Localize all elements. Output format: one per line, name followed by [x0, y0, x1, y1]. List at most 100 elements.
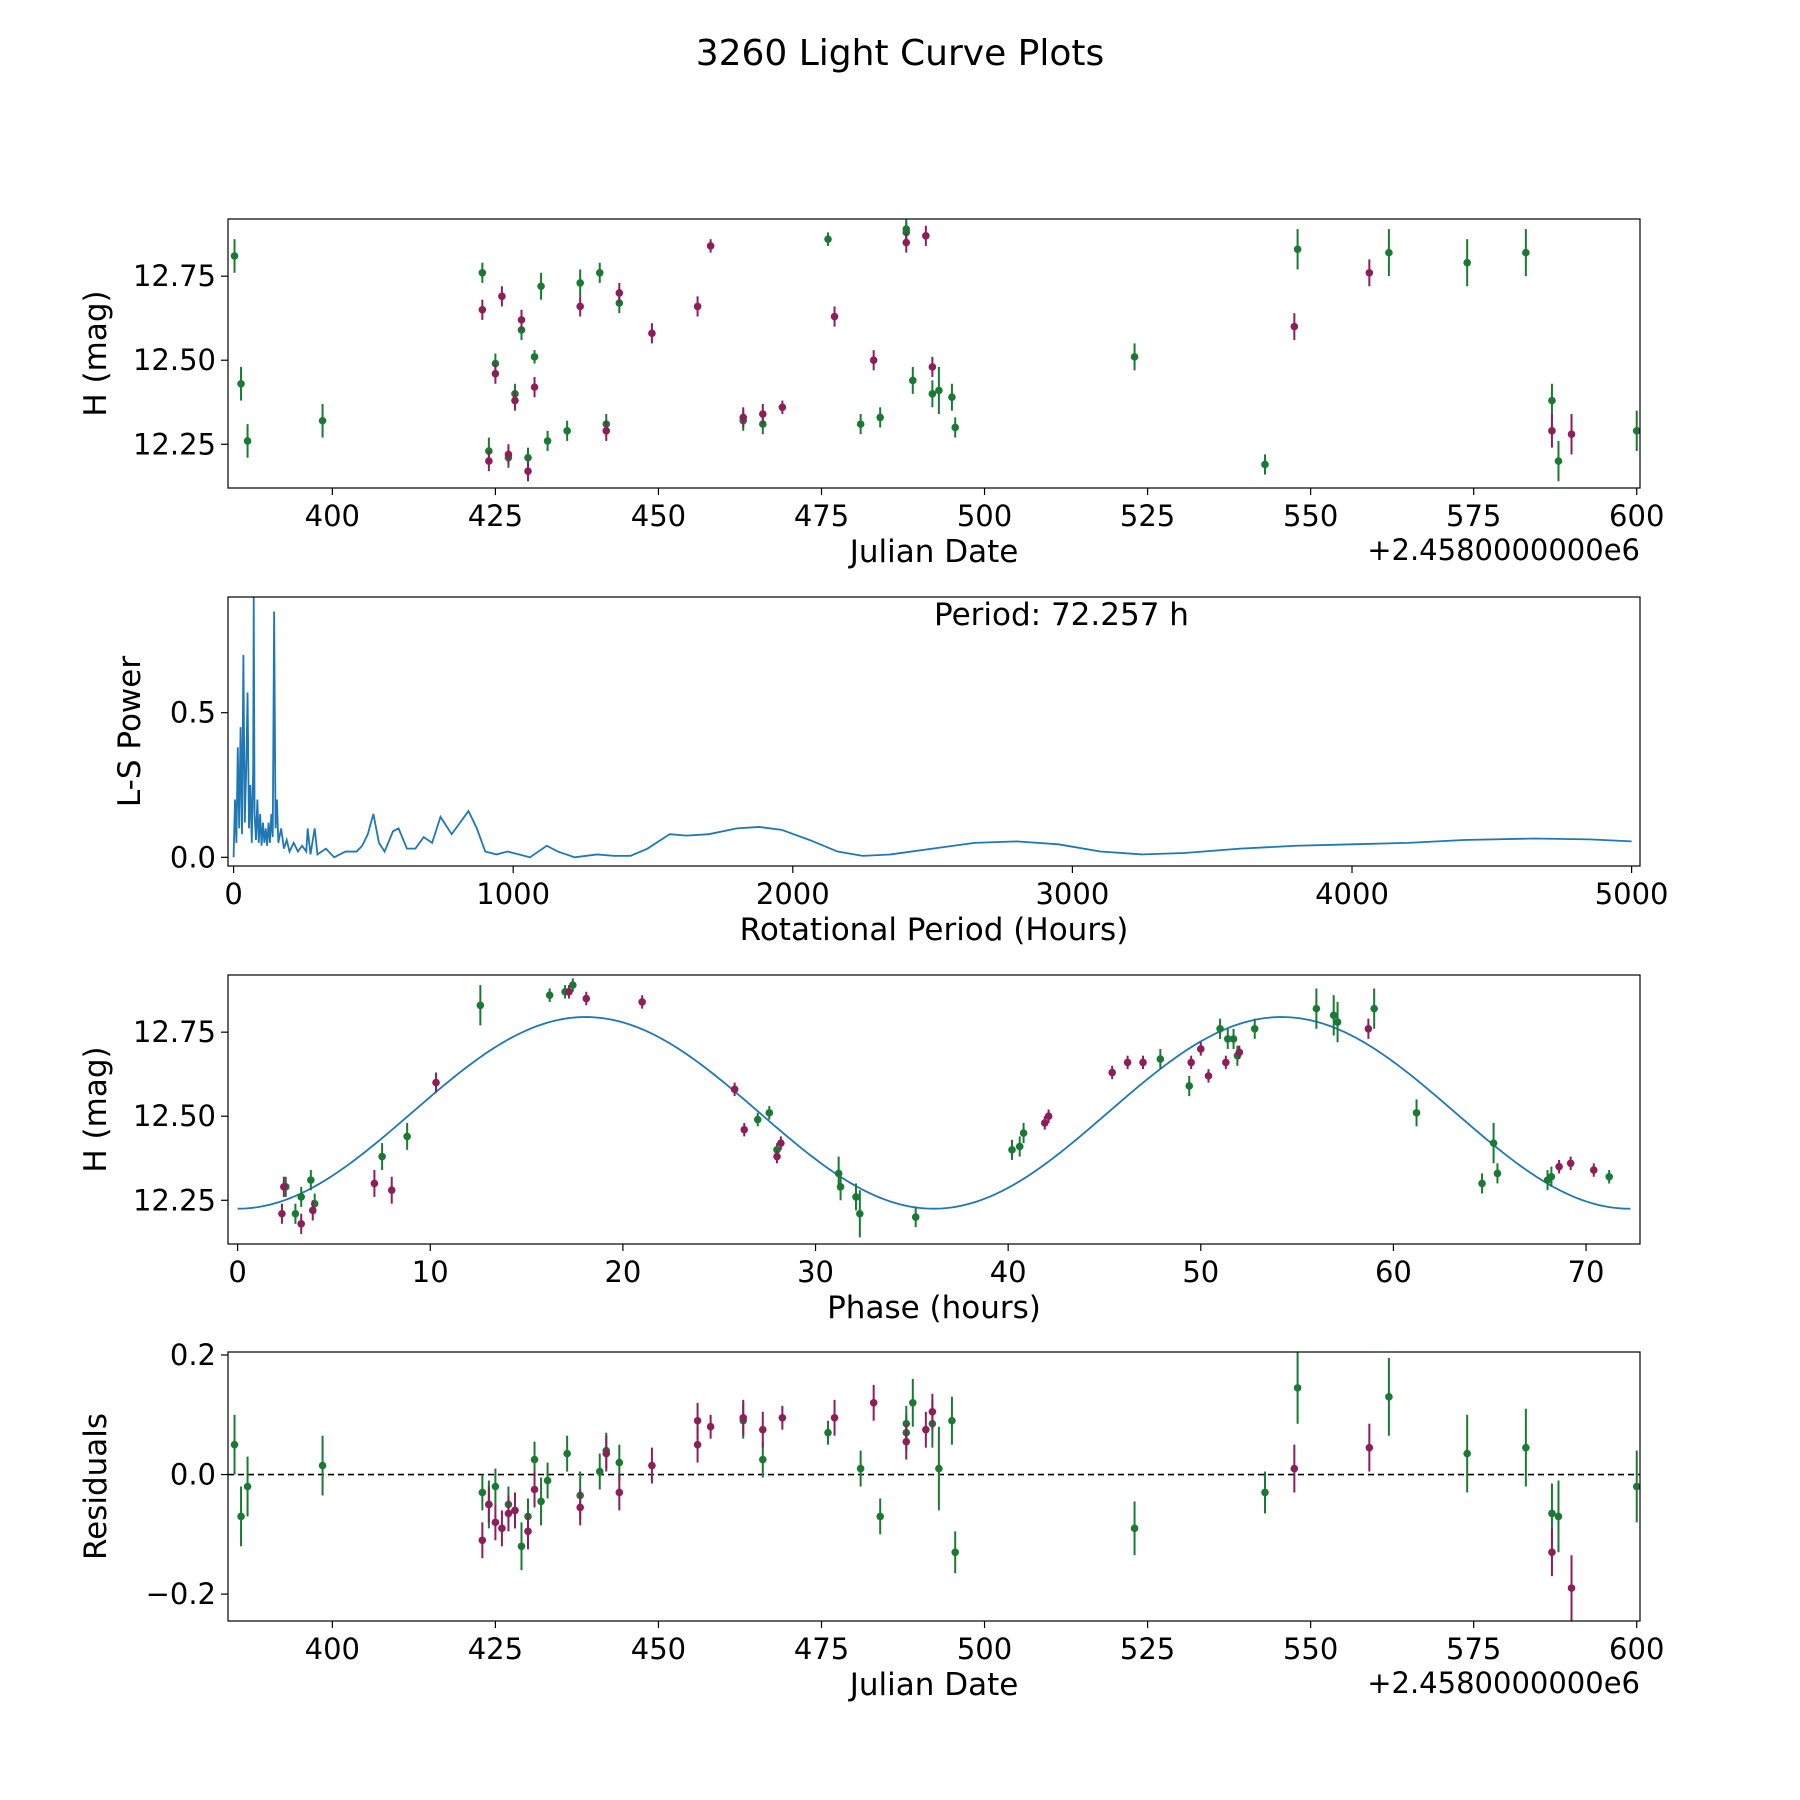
data-point-magenta: [1044, 1109, 1053, 1123]
y-tick-label: 12.25: [133, 427, 216, 461]
x-tick-label: 475: [794, 499, 849, 533]
data-point-green: [1130, 1501, 1139, 1556]
data-point-green: [1312, 988, 1321, 1029]
data-point-green: [1605, 1170, 1613, 1184]
data-point-magenta: [1365, 259, 1374, 287]
data-point-green: [1385, 1357, 1393, 1436]
data-point-green: [1412, 1099, 1421, 1127]
x-offset-label: +2.4580000000e6: [1367, 1666, 1640, 1700]
data-point-green: [1370, 988, 1378, 1029]
data-point-magenta: [869, 1384, 878, 1421]
data-point-green: [530, 350, 539, 364]
x-offset-label: +2.4580000000e6: [1367, 533, 1640, 567]
data-point-magenta: [730, 1082, 739, 1097]
data-point-magenta: [922, 1411, 930, 1448]
lightcurve-y-axis-label: H (mag): [78, 290, 114, 416]
data-point-magenta: [602, 420, 611, 441]
x-tick-label: 525: [1120, 499, 1175, 533]
panel-periodogram: 0 1000 2000 3000 4000 5000 0.0 0.5 Rotational Pe…: [112, 596, 1669, 948]
data-point-green: [1548, 383, 1556, 418]
data-point-magenta: [1589, 1163, 1598, 1177]
x-tick-label: 5000: [1595, 877, 1669, 911]
data-point-magenta: [693, 1402, 702, 1439]
x-tick-label: 400: [305, 1632, 360, 1666]
data-point-green: [909, 1378, 917, 1427]
data-point-green: [318, 1435, 327, 1496]
data-point-magenta: [511, 390, 519, 411]
data-point-green: [595, 262, 604, 283]
data-point-green: [563, 1435, 571, 1472]
data-point-magenta: [615, 1474, 624, 1511]
data-point-green: [237, 1486, 245, 1547]
data-point-green: [836, 1173, 845, 1201]
data-point-magenta: [1204, 1069, 1213, 1083]
data-point-magenta: [1566, 1156, 1575, 1171]
periodogram-axes-frame: [227, 596, 1641, 867]
x-tick-label: 4000: [1315, 877, 1389, 911]
data-point-green: [243, 1456, 252, 1517]
data-point-magenta: [778, 1405, 787, 1430]
data-point-magenta: [902, 232, 911, 253]
x-tick-label: 425: [468, 499, 523, 533]
data-point-magenta: [758, 403, 767, 425]
data-point-green: [1522, 1408, 1530, 1487]
data-point-magenta: [280, 1176, 288, 1197]
phased-axes-frame: [227, 974, 1641, 1245]
data-point-green: [1130, 343, 1139, 371]
x-tick-label: 400: [305, 499, 360, 533]
data-point-magenta: [1555, 1159, 1563, 1174]
residuals-x-axis-label: Julian Date: [848, 1667, 1019, 1703]
data-point-green: [563, 420, 571, 441]
data-point-magenta: [1139, 1055, 1147, 1070]
data-point-green: [291, 1203, 300, 1224]
data-point-green: [951, 417, 959, 438]
data-point-magenta: [1365, 1423, 1374, 1472]
data-point-magenta: [524, 1513, 532, 1550]
x-tick-label: 20: [604, 1255, 641, 1289]
data-point-magenta: [530, 377, 539, 398]
data-point-magenta: [308, 1200, 317, 1221]
lightcurve-marks: [230, 219, 1640, 482]
data-point-magenta: [1040, 1116, 1049, 1130]
data-point-green: [909, 366, 917, 394]
data-point-magenta: [432, 1072, 440, 1093]
x-tick-label: 0: [228, 1255, 246, 1289]
data-point-green: [1216, 1018, 1224, 1039]
data-point-magenta: [1548, 1528, 1556, 1577]
data-point-magenta: [1290, 1444, 1299, 1493]
data-point-green: [1185, 1075, 1194, 1097]
data-point-green: [951, 1531, 959, 1574]
y-tick-label: 12.75: [133, 1015, 216, 1049]
data-point-magenta: [1364, 1018, 1373, 1039]
lightcurve-x-axis-label: Julian Date: [848, 534, 1019, 570]
periodogram-marks: [232, 597, 1632, 859]
data-point-magenta: [830, 1399, 839, 1436]
panels: 400 425 450 475 500 525 550 575 60012.2512.5012.…: [78, 218, 1669, 1703]
data-point-magenta: [576, 1489, 584, 1526]
data-point-green: [1385, 229, 1393, 277]
data-point-green: [1463, 1414, 1471, 1493]
data-point-magenta: [478, 1522, 487, 1559]
data-point-green: [1554, 1480, 1563, 1553]
y-tick-label: 0.2: [170, 1338, 216, 1372]
lightcurve-axes-frame: [227, 218, 1641, 489]
data-point-green: [478, 262, 487, 283]
data-point-magenta: [370, 1170, 379, 1197]
data-point-magenta: [739, 1399, 748, 1436]
data-point-magenta: [648, 1447, 656, 1484]
data-point-magenta: [387, 1176, 396, 1204]
data-point-magenta: [693, 296, 702, 317]
data-point-green: [948, 1396, 956, 1445]
x-tick-label: 10: [412, 1255, 449, 1289]
data-point-green: [1261, 454, 1269, 475]
y-tick-label: 12.25: [133, 1183, 216, 1217]
data-point-green: [856, 1190, 864, 1238]
x-tick-label: 500: [957, 499, 1012, 533]
data-point-green: [1493, 1163, 1502, 1184]
data-point-magenta: [498, 286, 506, 307]
data-point-green: [576, 269, 584, 297]
data-point-magenta: [297, 1213, 306, 1234]
x-tick-label: 550: [1283, 1632, 1338, 1666]
data-point-magenta: [511, 1492, 519, 1529]
